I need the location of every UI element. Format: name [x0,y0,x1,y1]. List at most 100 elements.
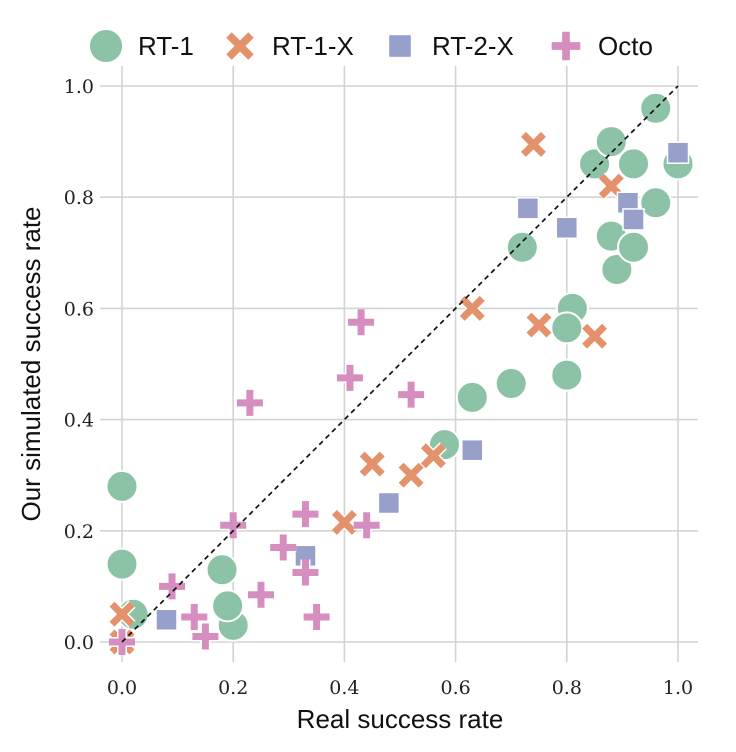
marker-x [398,462,424,488]
marker-plus [192,623,219,650]
x-tick-label: 0.4 [329,677,359,699]
x-tick-label: 0.0 [107,677,137,699]
data-point [622,208,645,231]
marker-plus [270,534,297,561]
data-point [303,603,330,630]
data-point [550,311,584,345]
legend-label: RT-1-X [272,31,354,61]
data-point [105,547,139,581]
data-point [455,380,489,414]
marker-plus [220,512,247,539]
x-tick-label: 0.2 [218,677,248,699]
marker-x [331,509,357,535]
data-point [377,491,401,515]
marker-x [459,295,485,321]
data-point [181,603,208,630]
data-point [358,450,386,478]
data-point [248,581,274,608]
marker-plus [303,603,330,630]
marker-x [526,312,552,338]
marker-x [359,451,385,477]
data-point [550,358,584,392]
legend-item: Octo [551,31,653,61]
data-point [397,461,425,489]
legend-label: RT-1 [138,31,194,61]
data-point [494,366,528,400]
data-point [270,534,297,561]
marker-plus [353,512,380,539]
x-axis-ticks: 0.0 0.2 0.4 0.6 0.8 1.0 [107,677,693,699]
data-point [292,559,319,586]
x-tick-label: 0.6 [440,677,470,699]
marker-plus [398,381,425,408]
data-point [220,512,247,539]
data-point [330,508,358,536]
marker-plus [348,309,375,336]
data-points [105,91,695,656]
marker-plus [248,581,274,608]
marker-plus [159,573,186,600]
marker-plus [551,31,581,61]
data-point [600,252,634,286]
y-tick-label: 0.2 [64,521,94,543]
data-point [581,322,609,350]
data-point [419,442,447,470]
data-point [192,623,219,650]
y-axis-ticks: 0.0 0.2 0.4 0.6 0.8 1.0 [64,76,94,654]
marker-x [109,601,135,627]
legend-item: RT-1-X [225,31,354,61]
marker-x [226,32,254,60]
x-tick-label: 0.8 [552,677,582,699]
legend: RT-1 RT-1-X RT-2-X Octo [87,27,653,65]
legend-marker [87,27,125,65]
data-point [555,216,579,240]
y-tick-label: 0.0 [64,632,94,654]
data-point [617,230,651,264]
data-point [525,311,553,339]
data-point [639,186,673,220]
y-axis-label: Our simulated success rate [16,206,46,521]
series-rt-1-x [108,130,625,656]
data-point [617,147,651,181]
series-rt-2-x [155,141,690,632]
data-point [666,141,690,164]
data-point [336,364,363,391]
data-point [505,230,539,264]
y-tick-label: 0.4 [64,410,94,432]
data-point [292,501,319,528]
data-point [205,553,239,587]
data-point [398,381,425,408]
data-point [108,600,136,628]
data-point [519,130,547,158]
data-point [516,197,540,220]
series-rt-1 [105,91,695,642]
data-point [461,438,484,462]
data-point [159,573,186,600]
data-point [458,294,486,322]
legend-marker [551,31,581,61]
legend-marker [387,33,413,59]
legend-marker [225,31,255,61]
marker-plus [181,603,208,630]
data-point [105,469,139,503]
y-tick-label: 1.0 [64,76,94,98]
legend-label: Octo [598,31,653,61]
data-point [155,608,178,632]
reference-line [121,85,679,643]
marker-x [582,323,608,349]
marker-plus [292,501,319,528]
series-octo [109,309,425,655]
data-point [578,147,612,181]
reference-line-group [121,85,679,643]
data-point [348,309,375,336]
marker-plus [336,364,363,391]
data-point [211,589,245,623]
data-point [236,389,263,416]
x-tick-label: 1.0 [663,677,693,699]
marker-plus [236,389,263,416]
legend-label: RT-2-X [432,31,514,61]
y-tick-label: 0.6 [64,298,94,320]
legend-item: RT-2-X [387,31,514,61]
legend-item: RT-1 [87,27,194,65]
